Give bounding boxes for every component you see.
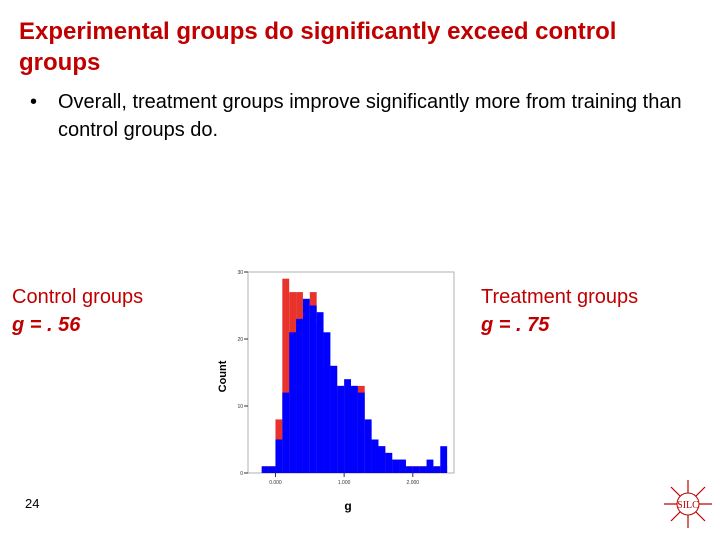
- treatment-bar: [405, 466, 413, 473]
- treatment-bar: [344, 379, 351, 473]
- control-groups-name: Control groups: [12, 286, 144, 308]
- x-axis-label: g: [344, 499, 351, 513]
- histogram-chart: 0 10 20 30 0.000 1.000 2.000 Count g: [217, 270, 455, 513]
- y-tick-label: 30: [237, 270, 243, 276]
- treatment-bar: [289, 332, 297, 473]
- control-groups-effect-size: g = . 56: [12, 314, 81, 336]
- x-tick-label: 1.000: [338, 480, 351, 486]
- treatment-groups-label: Treatment groups g = . 75: [481, 283, 638, 339]
- treatment-bar: [330, 365, 338, 473]
- treatment-bar: [433, 466, 441, 473]
- x-tick-label: 0.000: [269, 480, 282, 486]
- y-tick-label: 0: [240, 471, 243, 477]
- treatment-bar: [268, 466, 276, 473]
- treatment-bar: [419, 466, 427, 473]
- treatment-bar: [296, 318, 303, 473]
- silc-logo-text: SILC: [677, 500, 699, 511]
- y-axis-label: Count: [217, 360, 229, 392]
- control-bar: [282, 278, 290, 473]
- treatment-bar: [364, 419, 372, 473]
- treatment-bar: [337, 385, 345, 473]
- treatment-bar: [309, 305, 317, 473]
- treatment-bar: [371, 439, 379, 473]
- bullet-text: Overall, treatment groups improve signif…: [58, 91, 682, 141]
- treatment-bar: [357, 392, 365, 473]
- treatment-bar: [399, 459, 406, 473]
- treatment-bar: [385, 452, 393, 473]
- bullet-point: • Overall, treatment groups improve sign…: [30, 88, 690, 144]
- treatment-bar: [282, 392, 290, 473]
- treatment-bar: [323, 332, 331, 473]
- bullet-marker: •: [30, 91, 38, 113]
- treatment-bar: [392, 459, 400, 473]
- treatment-bar: [440, 446, 448, 473]
- y-tick-label: 20: [237, 337, 243, 343]
- treatment-bar: [302, 298, 310, 473]
- treatment-bar: [378, 446, 386, 473]
- treatment-bar: [351, 385, 358, 473]
- treatment-groups-effect-size: g = . 75: [481, 314, 550, 336]
- treatment-bar: [261, 466, 269, 473]
- slide-title: Experimental groups do significantly exc…: [19, 18, 617, 76]
- treatment-bar: [426, 459, 434, 473]
- treatment-bar: [275, 439, 283, 473]
- x-tick-label: 2.000: [407, 480, 420, 486]
- silc-logo: SILC: [664, 480, 712, 528]
- treatment-bar: [316, 312, 324, 473]
- page-number: 24: [25, 496, 40, 511]
- treatment-bar: [412, 466, 420, 473]
- y-tick-label: 10: [237, 404, 243, 410]
- treatment-groups-name: Treatment groups: [481, 286, 639, 308]
- control-groups-label: Control groups g = . 56: [12, 283, 143, 339]
